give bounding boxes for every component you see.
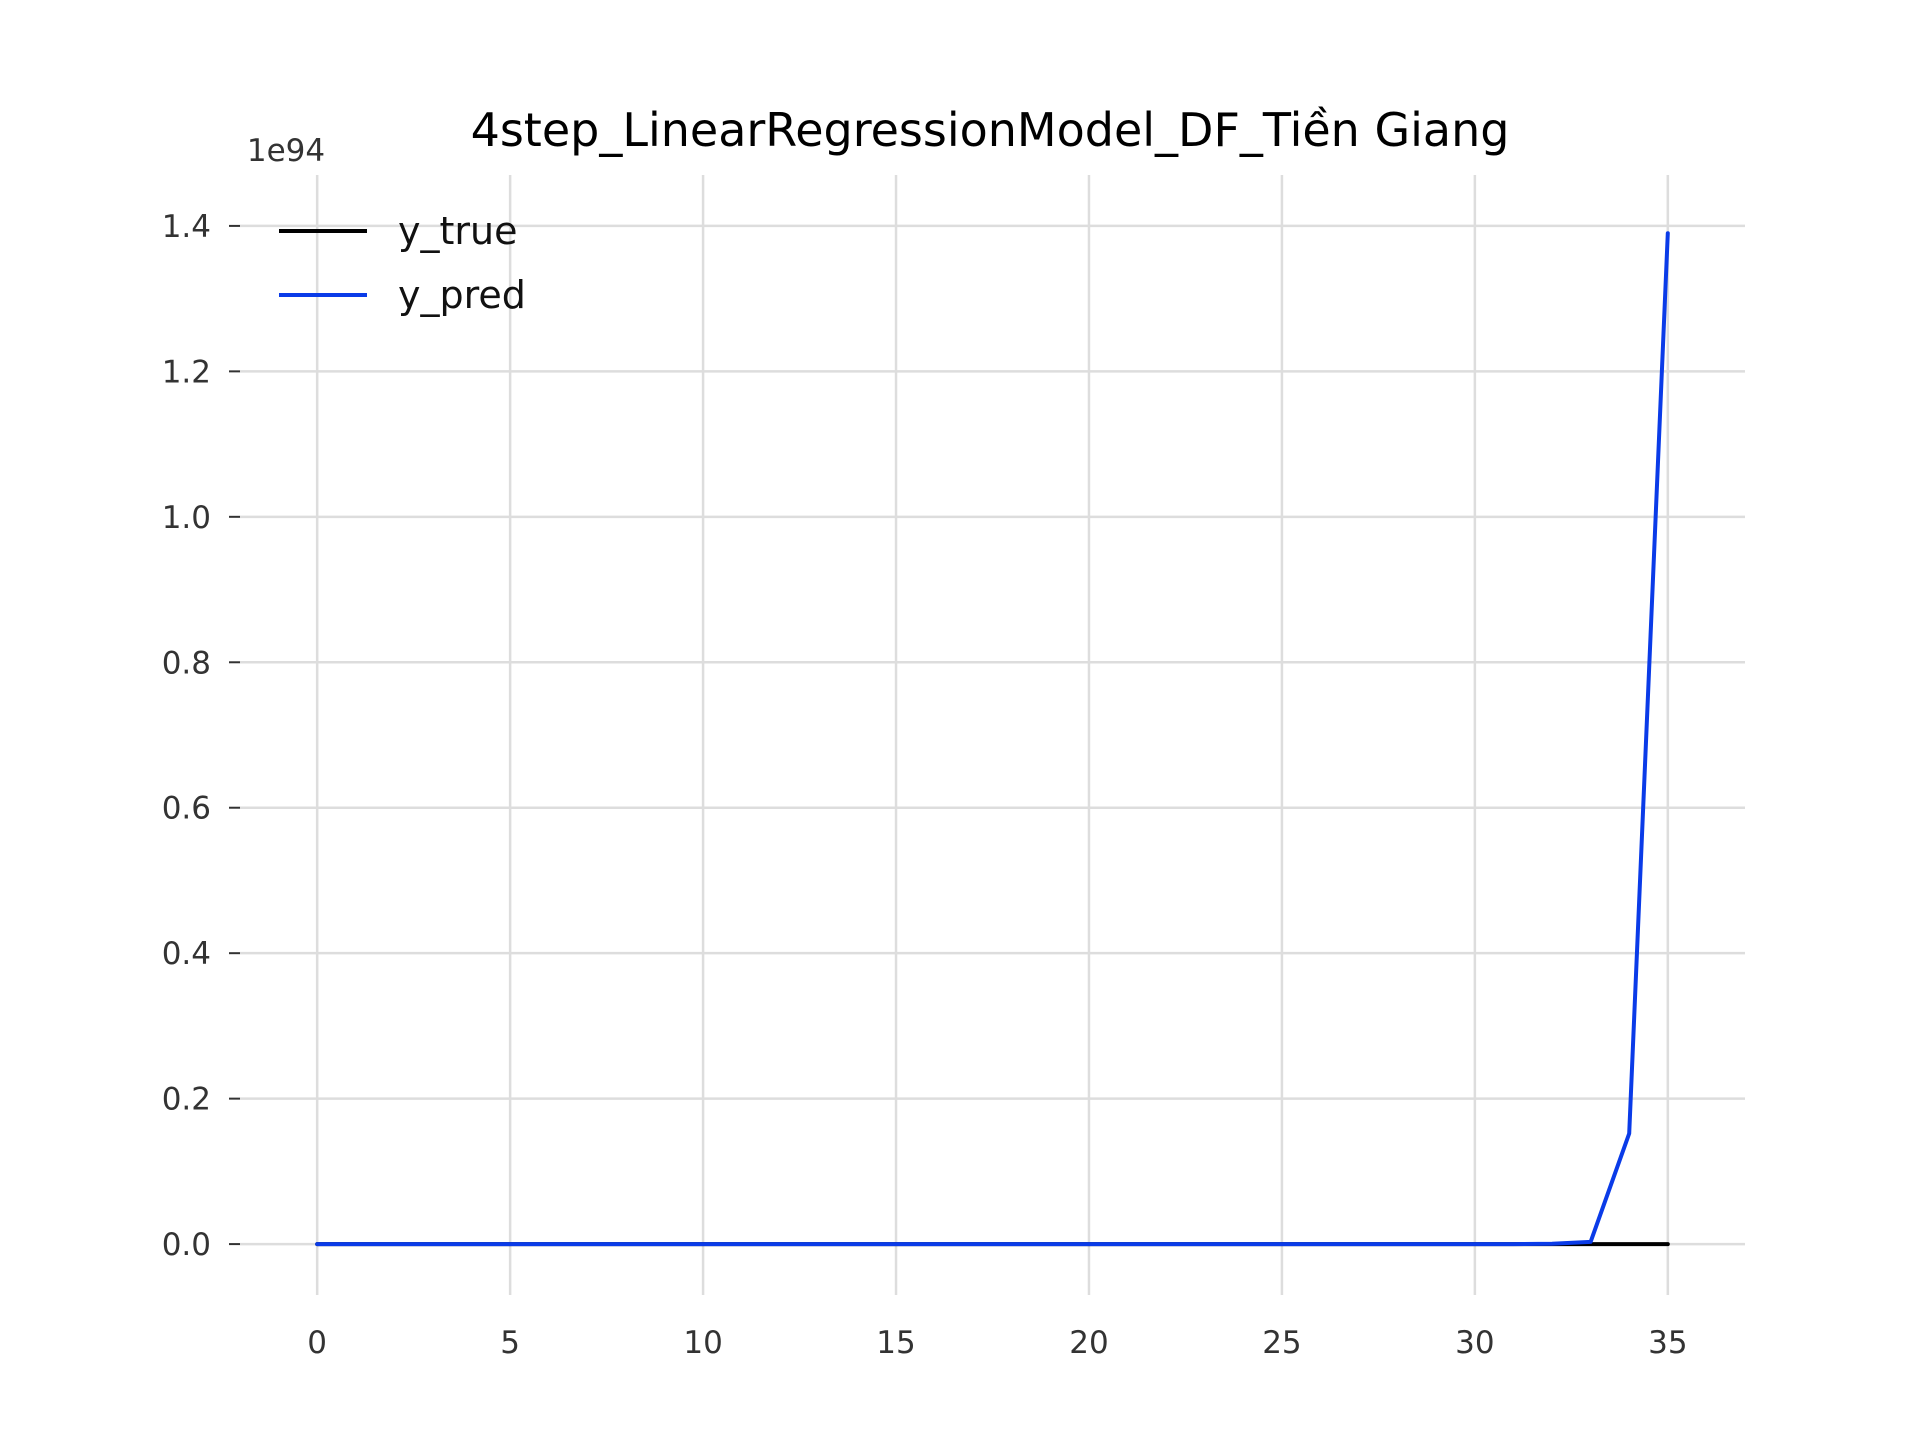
x-tick-label: 30 <box>1455 1325 1494 1361</box>
x-tick-label: 10 <box>683 1325 722 1361</box>
y-tick-label: 0.2 <box>162 1082 211 1118</box>
x-tick-label: 25 <box>1262 1325 1301 1361</box>
series <box>315 231 1670 1247</box>
y-tick-label: 1.4 <box>162 209 211 245</box>
legend-label-y-true: y_true <box>398 209 517 253</box>
axes: 0 5 10 15 20 25 30 35 0.0 0.2 0.4 0.6 0.8 1.0 1.2 1.4 <box>162 209 1688 1361</box>
y-tick-label: 0.4 <box>162 936 211 972</box>
y-tick-label: 1.0 <box>162 500 211 536</box>
y-tick-label: 1.2 <box>162 354 211 390</box>
y-axis-offset-label: 1e94 <box>247 133 325 169</box>
legend: y_true y_pred <box>279 209 526 317</box>
x-tick-label: 5 <box>500 1325 520 1361</box>
y-tick-label: 0.6 <box>162 791 211 827</box>
y-tick-label: 0.8 <box>162 645 211 681</box>
x-tick-label: 15 <box>876 1325 915 1361</box>
x-tick-label: 35 <box>1648 1325 1687 1361</box>
chart-title: 4step_LinearRegressionModel_DF_Tiền Gian… <box>471 103 1510 157</box>
x-tick-label: 20 <box>1069 1325 1108 1361</box>
x-tick-label: 0 <box>307 1325 327 1361</box>
legend-label-y-pred: y_pred <box>398 273 526 317</box>
y-tick-label: 0.0 <box>162 1227 211 1263</box>
series-line-y-pred <box>315 231 1670 1247</box>
grid <box>240 175 1745 1295</box>
